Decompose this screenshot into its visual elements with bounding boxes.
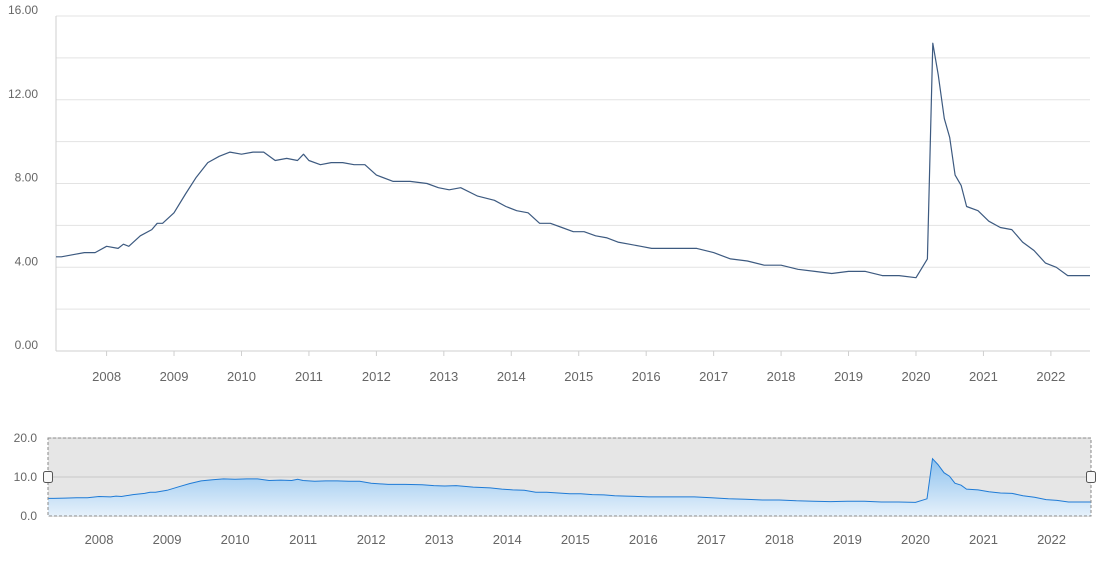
navigator-x-tick-label: 2022	[1037, 532, 1066, 547]
navigator-handle-right[interactable]	[1086, 471, 1096, 483]
main-axis	[55, 16, 1090, 356]
navigator-y-tick-label: 10.0	[14, 470, 38, 484]
main-x-tick-label: 2020	[902, 369, 931, 384]
handle-icon[interactable]	[1086, 471, 1096, 483]
navigator-handles[interactable]	[43, 471, 1096, 483]
main-x-tick-label: 2016	[632, 369, 661, 384]
navigator-x-tick-label: 2021	[969, 532, 998, 547]
navigator-y-tick-label: 20.0	[14, 431, 38, 445]
main-x-tick-label: 2021	[969, 369, 998, 384]
main-y-tick-label: 4.00	[15, 254, 39, 268]
main-grid	[56, 15, 1090, 352]
navigator-y-tick-label: 0.0	[20, 509, 37, 523]
navigator-x-tick-label: 2013	[425, 532, 454, 547]
main-series-line[interactable]	[56, 42, 1090, 279]
main-x-tick-label: 2015	[564, 369, 593, 384]
main-y-tick-label: 12.00	[8, 87, 38, 101]
main-x-tick-label: 2009	[160, 369, 189, 384]
navigator-x-tick-label: 2008	[85, 532, 114, 547]
main-x-tick-label: 2011	[295, 369, 323, 384]
navigator-x-tick-label: 2020	[901, 532, 930, 547]
navigator-handle-left[interactable]	[43, 471, 53, 483]
handle-icon[interactable]	[43, 471, 53, 483]
main-x-tick-label: 2014	[497, 369, 526, 384]
main-x-tick-label: 2010	[227, 369, 256, 384]
main-x-tick-label: 2017	[699, 369, 728, 384]
navigator-x-tick-label: 2015	[561, 532, 590, 547]
navigator[interactable]: 0.0 10.0 20.0 2008 2009 2010 2011 2012 2013 2014…	[14, 431, 1096, 547]
main-x-tick-label: 2013	[429, 369, 458, 384]
navigator-x-tick-label: 2018	[765, 532, 794, 547]
navigator-x-tick-labels: 2008 2009 2010 2011 2012 2013 2014 2015 2016 2017…	[85, 532, 1066, 547]
main-y-tick-label: 16.00	[8, 3, 38, 17]
main-x-tick-label: 2019	[834, 369, 863, 384]
navigator-x-tick-label: 2009	[153, 532, 182, 547]
main-y-tick-label: 0.00	[15, 338, 39, 352]
main-x-tick-labels: 2008 2009 2010 2011 2012 2013 2014 2015 2016 2017…	[92, 369, 1065, 384]
navigator-series	[48, 457, 1091, 516]
main-y-tick-label: 8.00	[15, 171, 39, 185]
navigator-series-line	[48, 457, 1091, 503]
navigator-x-tick-label: 2016	[629, 532, 658, 547]
navigator-x-tick-label: 2017	[697, 532, 726, 547]
navigator-x-tick-label: 2014	[493, 532, 522, 547]
main-x-tick-label: 2022	[1036, 369, 1065, 384]
main-x-tick-label: 2008	[92, 369, 121, 384]
navigator-x-tick-label: 2012	[357, 532, 386, 547]
navigator-x-tick-label: 2019	[833, 532, 862, 547]
main-x-tick-label: 2012	[362, 369, 391, 384]
main-plot-area[interactable]	[56, 42, 1090, 279]
navigator-x-tick-label: 2010	[221, 532, 250, 547]
main-x-tick-label: 2018	[767, 369, 796, 384]
navigator-x-tick-label: 2011	[289, 532, 317, 547]
main-y-tick-labels: 0.00 4.00 8.00 12.00 16.00	[8, 3, 38, 352]
navigator-y-tick-labels: 0.0 10.0 20.0	[14, 431, 38, 523]
